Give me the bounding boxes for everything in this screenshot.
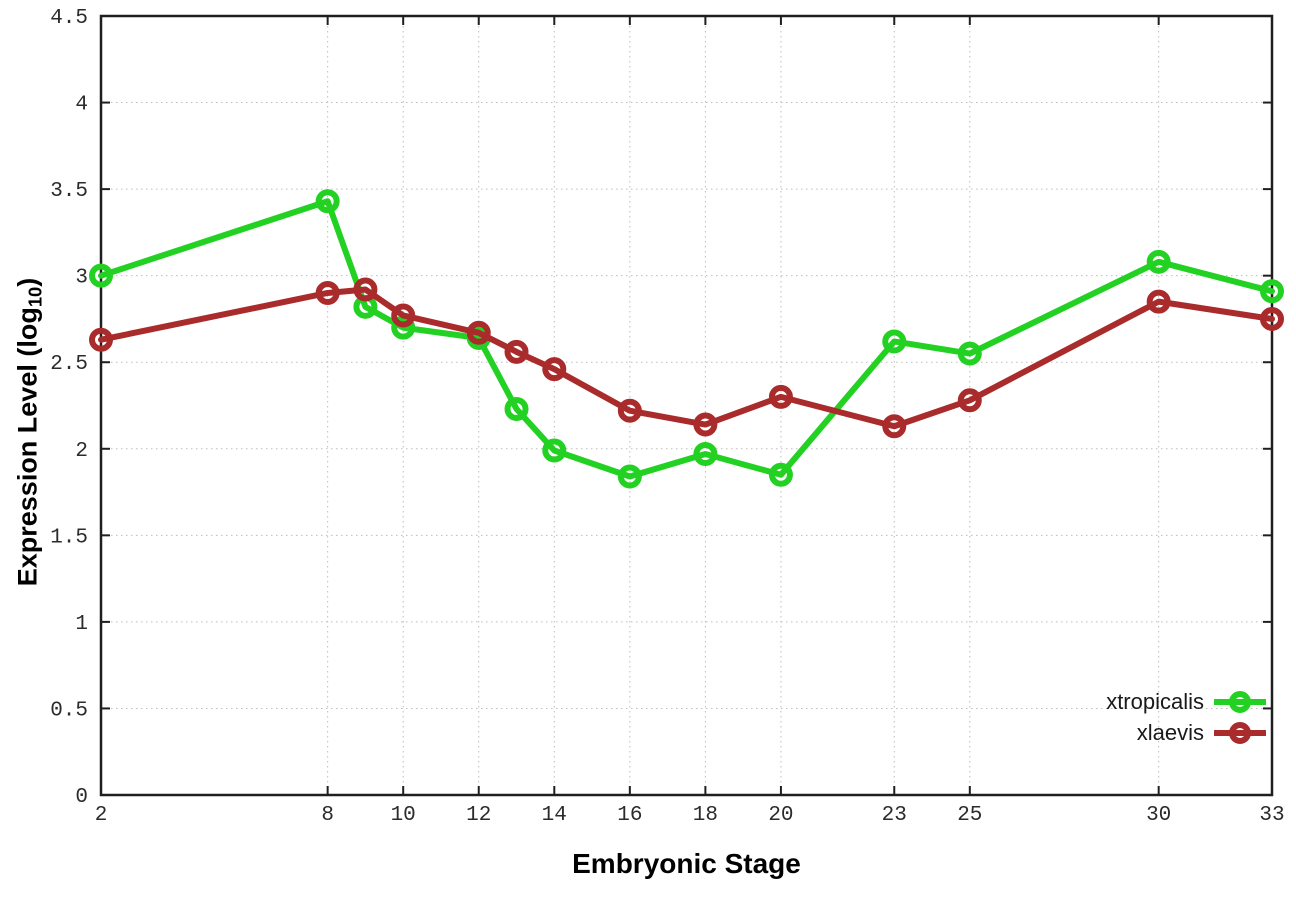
data-point-xlaevis [353,277,378,302]
series-line-xlaevis [98,286,1275,430]
data-point-xtropicalis [1146,249,1171,274]
data-point-xlaevis [882,414,907,439]
x-tick-label: 33 [1259,804,1284,827]
x-tick-label: 14 [542,804,567,827]
x-tick-label: 2 [95,804,108,827]
data-point-xlaevis [617,398,642,423]
data-point-xlaevis [693,412,718,437]
data-point-xlaevis [504,339,529,364]
data-point-xlaevis [89,327,113,352]
data-point-xtropicalis [89,263,113,288]
data-point-xtropicalis [768,462,793,487]
y-tick-label: 3.5 [50,180,88,203]
y-tick-label: 4.5 [50,7,88,30]
y-tick-label: 1 [75,613,88,636]
data-point-xtropicalis [391,315,416,340]
data-point-xlaevis [391,303,416,328]
legend-label-xtropicalis: xtropicalis [1106,688,1204,714]
y-tick-label: 0 [75,786,88,809]
data-point-xlaevis [1260,306,1284,331]
x-tick-label: 18 [693,804,718,827]
data-point-xlaevis [1146,289,1171,314]
data-point-xlaevis [768,384,793,409]
data-point-xtropicalis [315,189,340,214]
data-point-xtropicalis [504,396,529,421]
x-tick-label: 23 [882,804,907,827]
x-axis-title: Embryonic Stage [572,848,801,879]
legend-item-xlaevis: xlaevis [1106,717,1266,748]
data-point-xtropicalis [882,329,907,354]
series-line-xtropicalis [98,198,1275,480]
x-tick-label: 25 [957,804,982,827]
data-point-xtropicalis [1260,279,1284,304]
y-tick-label: 0.5 [50,699,88,722]
legend-item-xtropicalis: xtropicalis [1106,686,1266,717]
x-tick-label: 20 [768,804,793,827]
x-tick-label: 10 [391,804,416,827]
x-tick-label: 16 [617,804,642,827]
x-tick-label: 30 [1146,804,1171,827]
data-point-xlaevis [957,388,982,413]
y-axis-title: Expression Level (log10) [12,278,46,587]
y-tick-label: 1.5 [50,526,88,549]
data-point-xtropicalis [617,464,642,489]
y-axis-title-text: Expression Level (log [12,307,43,587]
y-tick-label: 3 [75,267,88,290]
data-point-xlaevis [315,280,340,305]
y-tick-label: 2 [75,440,88,463]
y-tick-label: 2.5 [50,353,88,376]
xtropicalis-series-marker-icon [1214,690,1266,713]
legend-label-xlaevis: xlaevis [1136,719,1204,745]
y-tick-label: 4 [75,94,88,117]
y-axis-title-subscript: 10 [24,286,46,308]
plot-border [99,14,1274,797]
data-point-xlaevis [542,357,567,382]
x-tick-label: 8 [321,804,334,827]
x-tick-label: 12 [466,804,491,827]
xlaevis-series-marker-icon [1214,721,1266,744]
data-point-xtropicalis [693,441,718,466]
data-point-xlaevis [466,320,491,345]
data-point-xtropicalis [957,341,982,366]
data-point-xtropicalis [542,438,567,463]
legend: xtropicalis xlaevis [1106,686,1266,748]
